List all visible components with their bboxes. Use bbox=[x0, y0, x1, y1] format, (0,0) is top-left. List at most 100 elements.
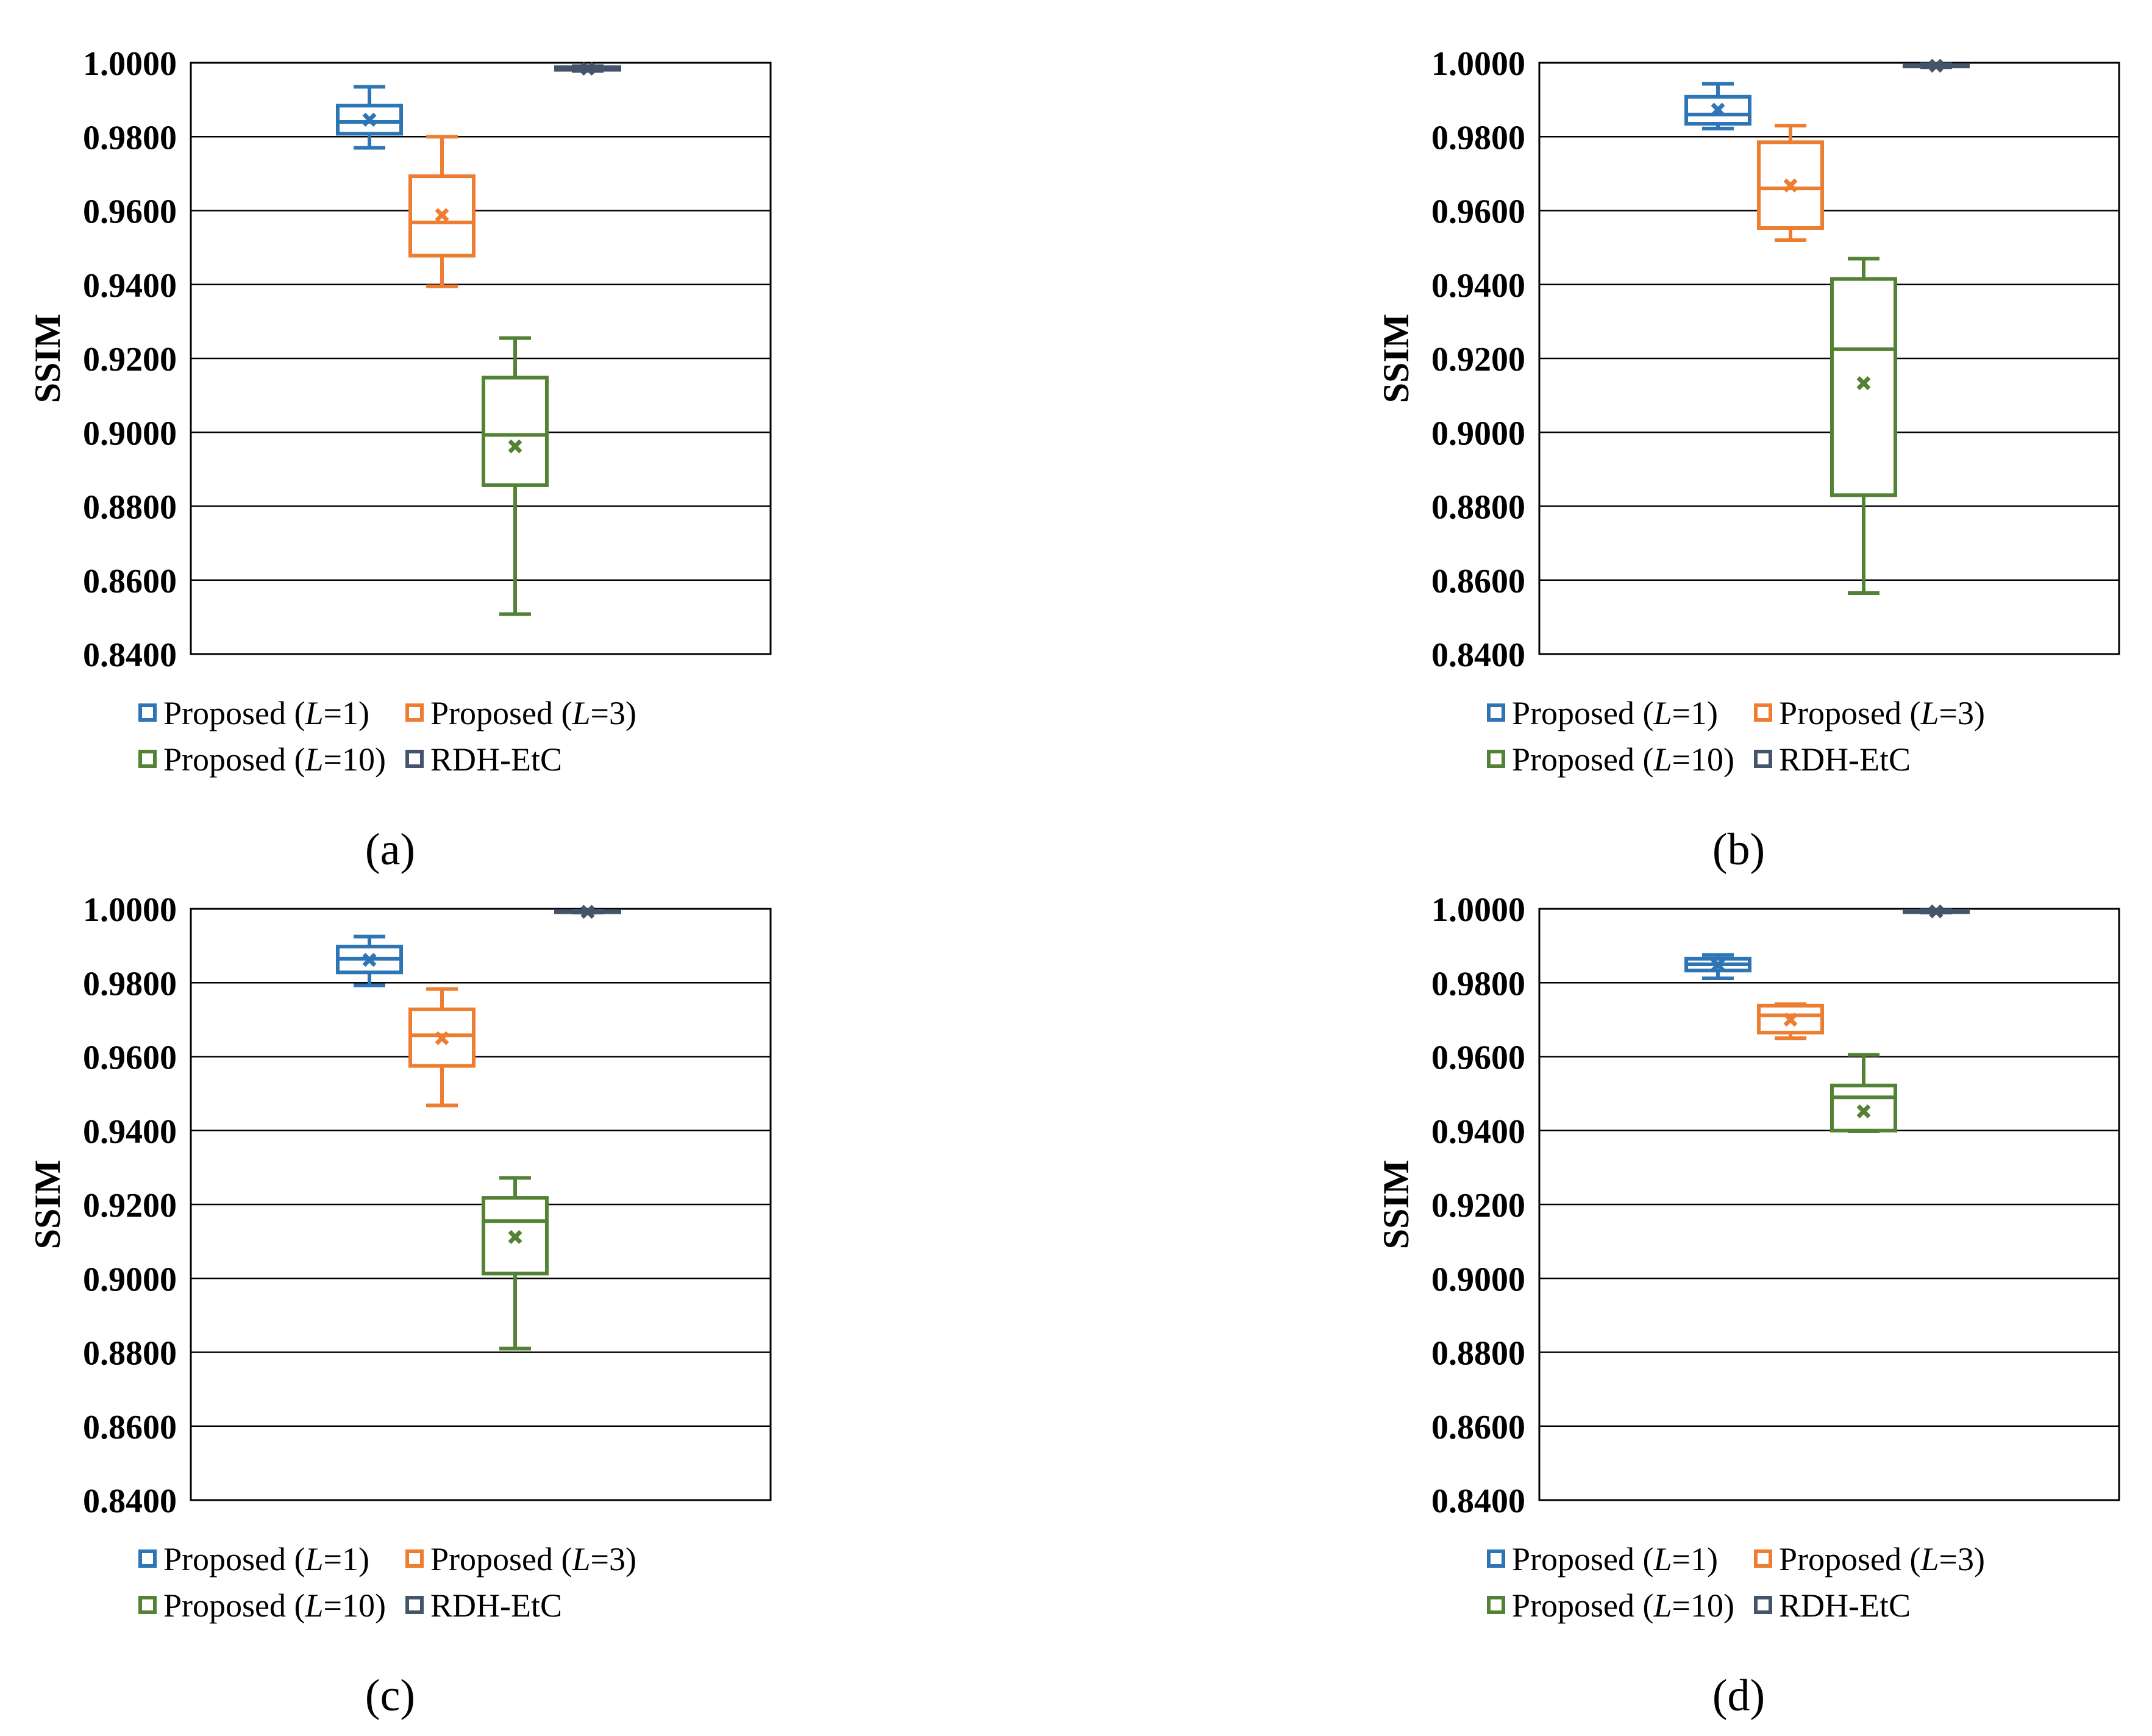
legend-item: Proposed (L=1) bbox=[138, 695, 369, 731]
y-tick-label: 0.8800 bbox=[1431, 1335, 1525, 1373]
plot-frame bbox=[1538, 908, 2120, 1501]
y-tick-label: 0.9600 bbox=[1431, 1039, 1525, 1077]
legend-label: Proposed (L=3) bbox=[430, 695, 636, 731]
box-iqr bbox=[482, 1196, 549, 1276]
y-tick-label: 0.9400 bbox=[83, 267, 177, 305]
y-tick-label: 0.9800 bbox=[1431, 965, 1525, 1003]
mean-marker bbox=[1856, 1104, 1871, 1119]
y-tick-label: 0.8600 bbox=[1431, 1409, 1525, 1446]
mean-marker bbox=[362, 112, 377, 127]
legend-item: Proposed (L=1) bbox=[138, 1541, 369, 1578]
box-1 bbox=[1684, 953, 1751, 980]
legend-swatch bbox=[405, 703, 424, 722]
legend-label: Proposed (L=3) bbox=[1779, 1541, 1985, 1578]
y-axis-label: SSIM bbox=[27, 314, 68, 404]
y-tick-label: 0.8400 bbox=[1431, 1482, 1525, 1520]
legend-label: RDH-EtC bbox=[1779, 1587, 1911, 1624]
legend-item: Proposed (L=10) bbox=[138, 741, 386, 778]
y-tick-label: 1.0000 bbox=[1431, 45, 1525, 83]
box-1 bbox=[336, 934, 403, 987]
y-tick-label: 0.9200 bbox=[83, 1187, 177, 1225]
y-tick-label: 0.9000 bbox=[1431, 414, 1525, 452]
mean-marker bbox=[1929, 904, 1944, 919]
legend-swatch bbox=[1754, 703, 1772, 722]
legend-label: Proposed (L=10) bbox=[163, 1587, 386, 1624]
legend-item: Proposed (L=10) bbox=[138, 1587, 386, 1624]
y-tick-label: 0.9800 bbox=[1431, 119, 1525, 157]
legend-item: Proposed (L=10) bbox=[1487, 1587, 1734, 1624]
box-2 bbox=[1757, 1002, 1824, 1041]
y-tick-label: 0.9200 bbox=[1431, 341, 1525, 379]
chart-panel: 0.8400 0.8600 0.8800 0.9000 0.9200 0.9400 0.96… bbox=[27, 891, 772, 1721]
box-iqr bbox=[482, 375, 549, 487]
box-iqr bbox=[1757, 140, 1824, 230]
legend-swatch bbox=[405, 1549, 424, 1568]
y-tick-label: 0.8600 bbox=[83, 1409, 177, 1446]
legend-swatch bbox=[138, 750, 157, 768]
legend-item: Proposed (L=1) bbox=[1487, 695, 1718, 731]
legend-item: RDH-EtC bbox=[405, 741, 562, 778]
legend-label: Proposed (L=3) bbox=[1779, 695, 1985, 731]
plot-frame bbox=[190, 908, 772, 1501]
mean-marker bbox=[1856, 376, 1871, 391]
legend-item: Proposed (L=3) bbox=[1754, 695, 1985, 731]
subfigure-label: (b) bbox=[1712, 825, 1765, 875]
y-axis-label: SSIM bbox=[27, 1160, 68, 1250]
box-2 bbox=[408, 987, 476, 1108]
y-axis-label: SSIM bbox=[1376, 1160, 1416, 1250]
legend-swatch bbox=[1754, 1596, 1772, 1614]
y-tick-label: 0.8800 bbox=[83, 489, 177, 527]
box-4 bbox=[554, 62, 621, 76]
box-3 bbox=[1830, 1053, 1897, 1133]
mean-marker bbox=[580, 905, 595, 919]
y-tick-label: 0.9400 bbox=[1431, 267, 1525, 305]
legend-swatch bbox=[1487, 703, 1505, 722]
legend-label: Proposed (L=1) bbox=[163, 695, 369, 731]
legend-label: Proposed (L=3) bbox=[430, 1541, 636, 1578]
box-2 bbox=[1757, 124, 1824, 242]
mean-marker bbox=[435, 208, 449, 222]
legend-swatch bbox=[138, 1596, 157, 1614]
y-tick-label: 0.8400 bbox=[1431, 636, 1525, 674]
y-tick-label: 1.0000 bbox=[1431, 891, 1525, 929]
mean-marker bbox=[580, 62, 595, 76]
legend-label: Proposed (L=10) bbox=[1512, 741, 1734, 778]
y-tick-label: 0.8600 bbox=[1431, 563, 1525, 600]
y-tick-label: 1.0000 bbox=[83, 891, 177, 929]
legend-label: Proposed (L=1) bbox=[1512, 1541, 1718, 1578]
legend-label: Proposed (L=1) bbox=[163, 1541, 369, 1578]
plot-frame bbox=[1538, 62, 2120, 655]
mean-marker bbox=[1929, 59, 1944, 73]
mean-marker bbox=[1783, 178, 1798, 193]
legend-swatch bbox=[1487, 750, 1505, 768]
y-tick-label: 0.9400 bbox=[83, 1113, 177, 1151]
chart-panel: 0.8400 0.8600 0.8800 0.9000 0.9200 0.9400 0.96… bbox=[27, 45, 772, 875]
y-tick-label: 0.9000 bbox=[1431, 1261, 1525, 1298]
box-1 bbox=[336, 85, 403, 150]
legend-item: RDH-EtC bbox=[1754, 1587, 1911, 1624]
y-tick-label: 0.9200 bbox=[83, 341, 177, 379]
mean-marker bbox=[435, 1031, 449, 1045]
y-tick-label: 0.9600 bbox=[1431, 193, 1525, 231]
legend-swatch bbox=[405, 1596, 424, 1614]
y-tick-label: 0.8400 bbox=[83, 636, 177, 674]
y-tick-label: 0.9000 bbox=[83, 414, 177, 452]
chart-panel: 0.8400 0.8600 0.8800 0.9000 0.9200 0.9400 0.96… bbox=[1376, 45, 2120, 875]
y-tick-label: 0.9600 bbox=[83, 1039, 177, 1077]
mean-marker bbox=[1711, 102, 1725, 117]
y-tick-label: 0.8800 bbox=[83, 1335, 177, 1373]
legend-label: Proposed (L=1) bbox=[1512, 695, 1718, 731]
legend-swatch bbox=[138, 703, 157, 722]
legend-label: RDH-EtC bbox=[430, 741, 562, 778]
mean-marker bbox=[1711, 958, 1725, 972]
box-2 bbox=[408, 135, 476, 288]
legend-item: Proposed (L=3) bbox=[1754, 1541, 1985, 1578]
y-tick-label: 0.9200 bbox=[1431, 1187, 1525, 1225]
legend-swatch bbox=[1487, 1596, 1505, 1614]
legend-item: RDH-EtC bbox=[405, 1587, 562, 1624]
box-4 bbox=[554, 905, 621, 919]
legend-swatch bbox=[1754, 1549, 1772, 1568]
legend-item: Proposed (L=3) bbox=[405, 695, 636, 731]
legend-label: RDH-EtC bbox=[430, 1587, 562, 1624]
